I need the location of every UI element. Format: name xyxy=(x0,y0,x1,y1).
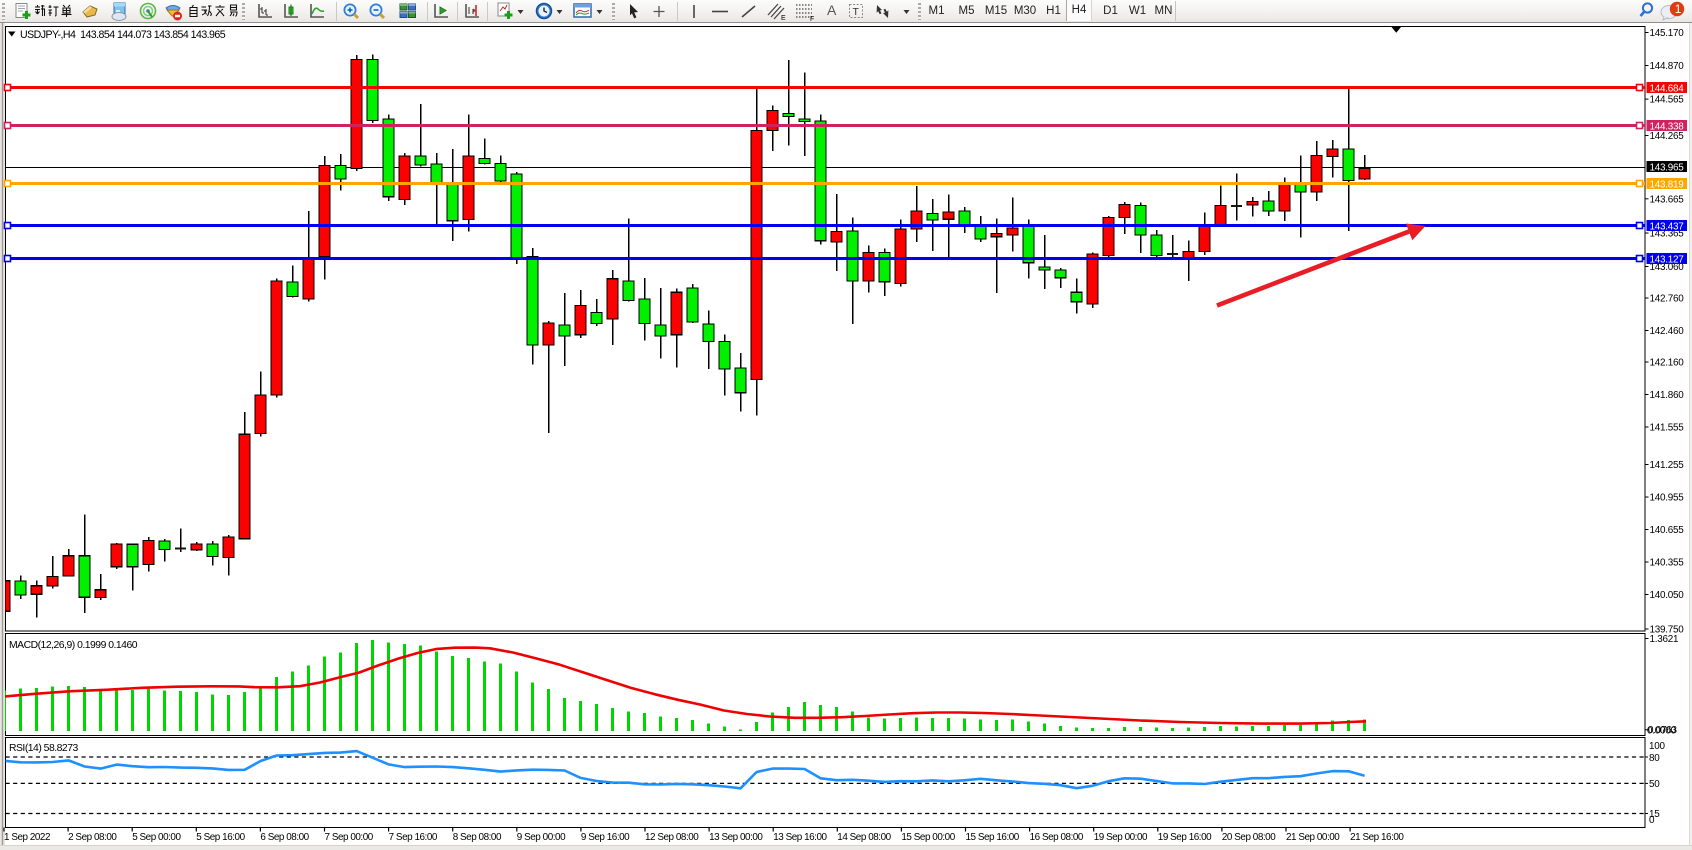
svg-text:144.265: 144.265 xyxy=(1650,131,1685,142)
svg-text:141.555: 141.555 xyxy=(1650,423,1685,434)
svg-text:15: 15 xyxy=(1649,809,1660,820)
svg-text:15 Sep 00:00: 15 Sep 00:00 xyxy=(901,832,955,843)
svg-text:0: 0 xyxy=(1649,815,1655,826)
svg-text:9 Sep 16:00: 9 Sep 16:00 xyxy=(581,832,630,843)
svg-text:14 Sep 08:00: 14 Sep 08:00 xyxy=(837,832,891,843)
svg-text:19 Sep 00:00: 19 Sep 00:00 xyxy=(1094,832,1148,843)
svg-text:5 Sep 16:00: 5 Sep 16:00 xyxy=(196,832,245,843)
svg-text:143.365: 143.365 xyxy=(1650,229,1685,240)
svg-text:21 Sep 00:00: 21 Sep 00:00 xyxy=(1286,832,1340,843)
svg-text:E: E xyxy=(781,15,786,22)
svg-text:7 Sep 16:00: 7 Sep 16:00 xyxy=(389,832,438,843)
svg-text:1: 1 xyxy=(1675,2,1682,16)
svg-text:0.0000: 0.0000 xyxy=(1647,726,1676,737)
svg-text:9 Sep 00:00: 9 Sep 00:00 xyxy=(517,832,566,843)
svg-text:142.460: 142.460 xyxy=(1650,326,1685,337)
svg-text:142.160: 142.160 xyxy=(1650,358,1685,369)
svg-text:50: 50 xyxy=(1649,779,1660,790)
svg-text:144.338: 144.338 xyxy=(1650,121,1685,132)
svg-text:13 Sep 16:00: 13 Sep 16:00 xyxy=(773,832,827,843)
svg-text:RSI(14) 58.8273: RSI(14) 58.8273 xyxy=(9,743,78,754)
svg-text:142.760: 142.760 xyxy=(1650,294,1685,305)
svg-text:8 Sep 08:00: 8 Sep 08:00 xyxy=(453,832,502,843)
svg-text:1 Sep 2022: 1 Sep 2022 xyxy=(4,832,50,843)
svg-text:5 Sep 00:00: 5 Sep 00:00 xyxy=(132,832,181,843)
svg-text:139.750: 139.750 xyxy=(1650,625,1685,636)
svg-text:143.665: 143.665 xyxy=(1650,194,1685,205)
svg-text:144.870: 144.870 xyxy=(1650,61,1685,72)
svg-text:141.255: 141.255 xyxy=(1650,460,1685,471)
svg-text:12 Sep 08:00: 12 Sep 08:00 xyxy=(645,832,699,843)
svg-text:13 Sep 00:00: 13 Sep 00:00 xyxy=(709,832,763,843)
svg-text:80: 80 xyxy=(1649,753,1660,764)
svg-text:2 Sep 08:00: 2 Sep 08:00 xyxy=(68,832,117,843)
svg-text:0.0763: 0.0763 xyxy=(1648,725,1677,736)
svg-text:143.437: 143.437 xyxy=(1650,221,1684,232)
svg-text:140.050: 140.050 xyxy=(1650,590,1685,601)
svg-text:145.170: 145.170 xyxy=(1650,28,1685,39)
svg-text:USDJPY-,H4 143.854 144.073 14: USDJPY-,H4 143.854 144.073 143.854 143.9… xyxy=(20,29,226,41)
svg-text:MACD(12,26,9) 0.1999 0.1460: MACD(12,26,9) 0.1999 0.1460 xyxy=(9,640,138,651)
svg-text:15 Sep 16:00: 15 Sep 16:00 xyxy=(966,832,1020,843)
svg-text:144.565: 144.565 xyxy=(1650,95,1685,106)
svg-text:144.684: 144.684 xyxy=(1650,83,1685,94)
svg-text:100: 100 xyxy=(1649,741,1665,752)
svg-text:21 Sep 16:00: 21 Sep 16:00 xyxy=(1350,832,1404,843)
svg-text:143.060: 143.060 xyxy=(1650,262,1685,273)
svg-text:140.355: 140.355 xyxy=(1650,558,1685,569)
svg-text:143.127: 143.127 xyxy=(1650,254,1684,265)
svg-text:19 Sep 16:00: 19 Sep 16:00 xyxy=(1158,832,1212,843)
svg-text:143.819: 143.819 xyxy=(1650,179,1685,190)
svg-text:F: F xyxy=(810,16,814,22)
svg-text:140.955: 140.955 xyxy=(1650,493,1685,504)
svg-text:T: T xyxy=(853,6,860,18)
svg-text:6 Sep 08:00: 6 Sep 08:00 xyxy=(260,832,309,843)
svg-text:141.860: 141.860 xyxy=(1650,390,1685,401)
svg-text:140.655: 140.655 xyxy=(1650,525,1685,536)
svg-text:20 Sep 08:00: 20 Sep 08:00 xyxy=(1222,832,1276,843)
svg-text:16 Sep 08:00: 16 Sep 08:00 xyxy=(1030,832,1084,843)
svg-text:7 Sep 00:00: 7 Sep 00:00 xyxy=(325,832,374,843)
svg-text:143.965: 143.965 xyxy=(1650,162,1685,173)
svg-text:1.3621: 1.3621 xyxy=(1650,634,1679,645)
